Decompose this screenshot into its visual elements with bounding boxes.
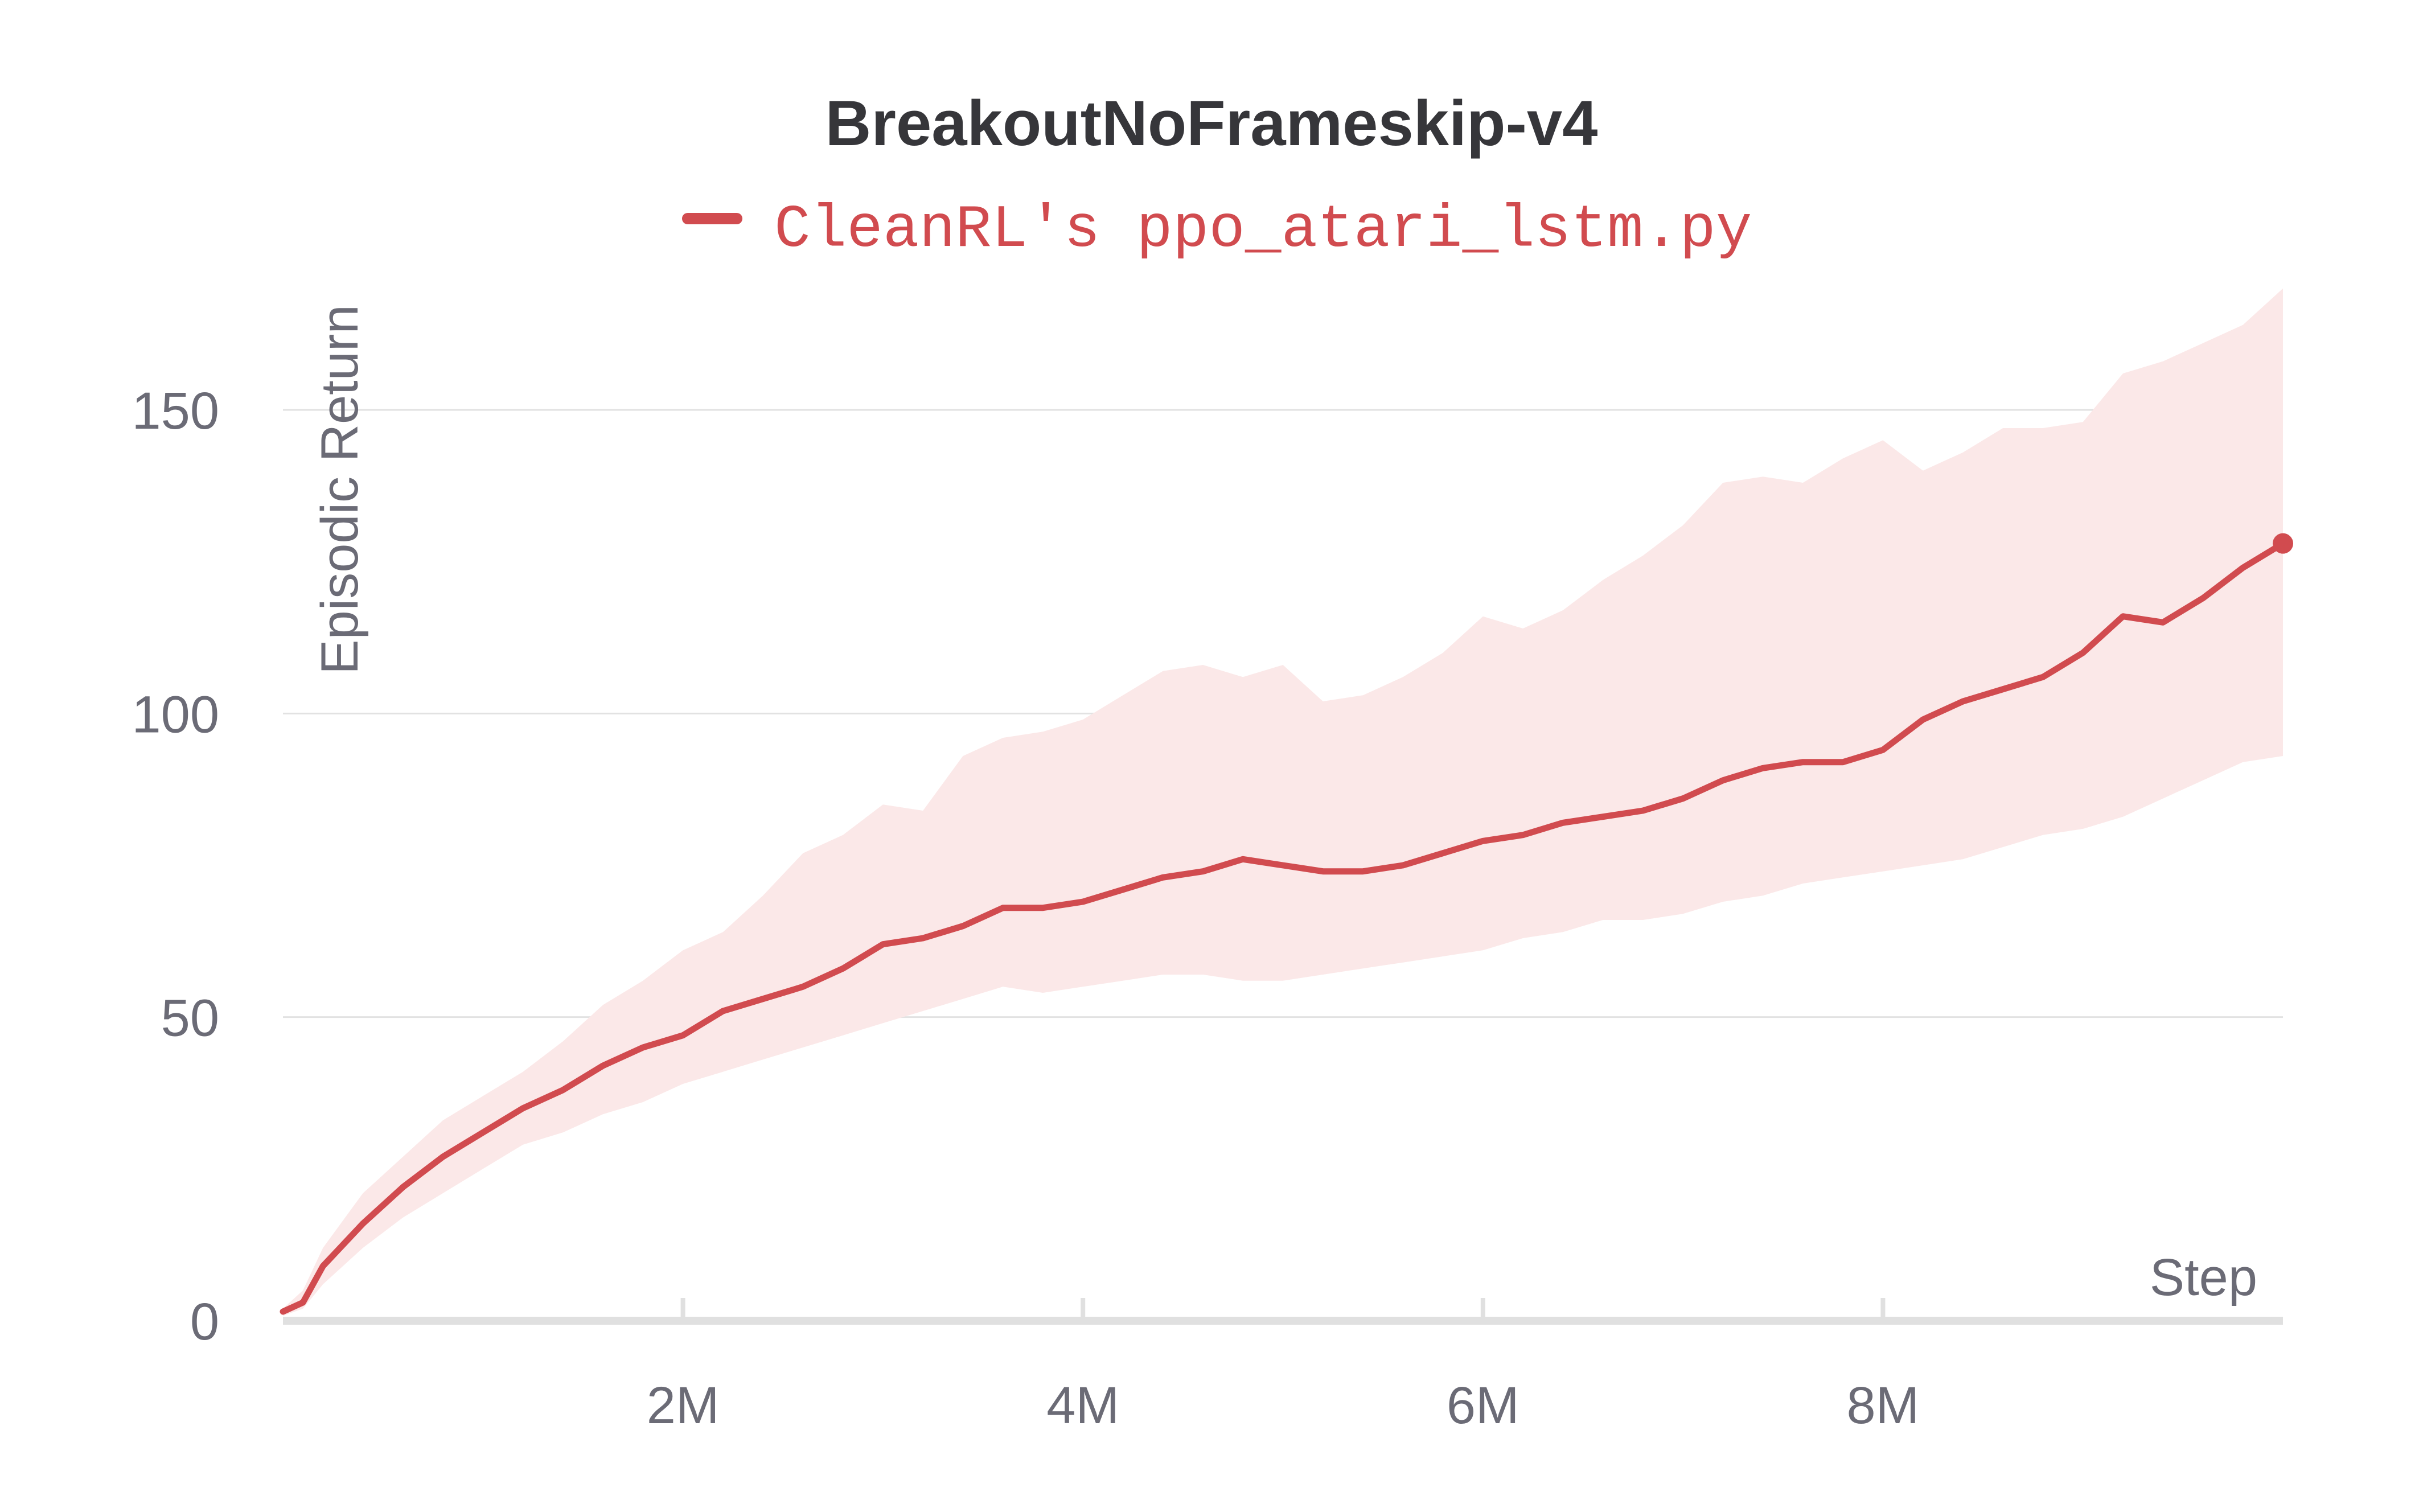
legend-swatch bbox=[682, 213, 742, 224]
x-axis-label: Step bbox=[2150, 1248, 2257, 1306]
y-tick-label-150: 150 bbox=[132, 382, 220, 440]
y-axis-label: Episodic Return bbox=[311, 305, 369, 674]
series-line bbox=[280, 540, 2286, 1315]
x-tick-label-8M: 8M bbox=[1846, 1377, 1919, 1435]
x-tick-label-6M: 6M bbox=[1447, 1377, 1519, 1435]
series-end-point bbox=[2273, 533, 2293, 554]
chart-title: BreakoutNoFrameskip-v4 bbox=[826, 88, 1598, 159]
y-tick-label-0: 0 bbox=[190, 1293, 219, 1351]
x-tick-label-2M: 2M bbox=[647, 1377, 720, 1435]
legend-entry-label: CleanRL's ppo_atari_lstm.py bbox=[774, 196, 1752, 264]
y-tick-label-100: 100 bbox=[132, 685, 220, 743]
confidence-band bbox=[283, 288, 2283, 1316]
confidence-band-layer bbox=[283, 288, 2283, 1316]
axes: 2M 4M 6M 8M 0 50 100 150 bbox=[132, 382, 2283, 1435]
x-tick-label-4M: 4M bbox=[1046, 1377, 1119, 1435]
y-tick-label-50: 50 bbox=[161, 989, 219, 1047]
series-line-layer bbox=[280, 533, 2293, 1315]
legend: CleanRL's ppo_atari_lstm.py bbox=[682, 196, 1752, 264]
